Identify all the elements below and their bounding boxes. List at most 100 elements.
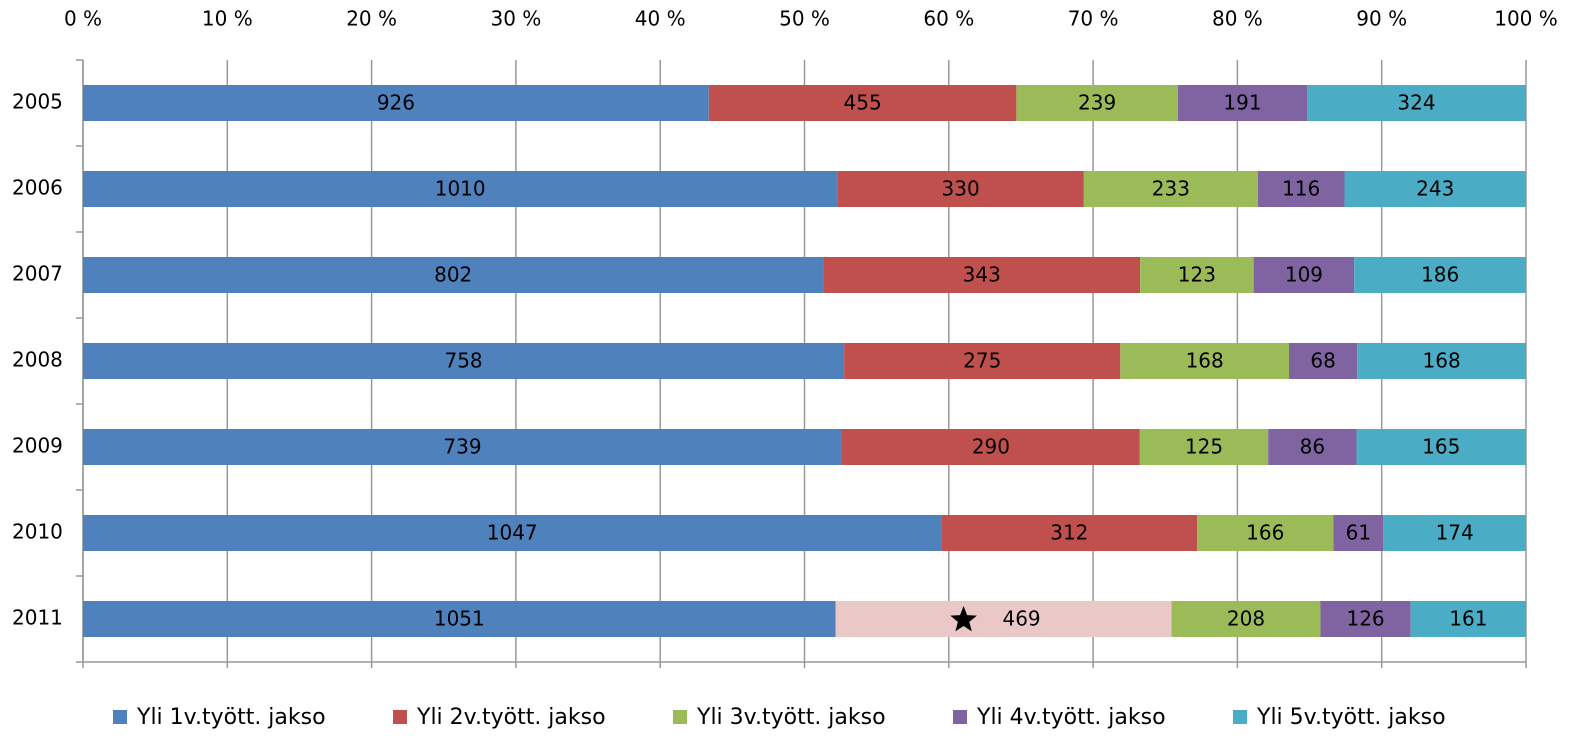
data-label: 86 [1300,435,1325,459]
bar-segment [83,343,845,379]
data-label: 312 [1050,521,1088,545]
bar-segment [1383,515,1526,551]
data-label: 191 [1223,91,1261,115]
x-tick-label: 0 % [64,7,102,31]
bar-segment [1357,343,1526,379]
x-tick-label: 100 % [1494,7,1558,31]
bar-segment [1140,257,1254,293]
bar-segment [1083,171,1258,207]
data-label: 165 [1422,435,1460,459]
bar-segment [1268,429,1357,465]
data-label: 174 [1436,521,1474,545]
bar-segment [83,257,824,293]
data-label: 290 [972,435,1010,459]
y-tick-label: 2011 [12,606,63,630]
bar-segment [1177,85,1308,121]
data-label: 469 [1002,607,1040,631]
data-label: 61 [1346,521,1371,545]
bar-segment [83,429,842,465]
y-tick-label: 2006 [12,176,63,200]
x-tick-label: 80 % [1212,7,1263,31]
bar-segment [1410,601,1526,637]
legend-label: Yli 4v.tyött. jakso [976,705,1166,730]
legend-label: Yli 5v.tyött. jakso [1256,705,1446,730]
data-label: 1010 [435,177,486,201]
bar-segment [1320,601,1411,637]
bar-segment [941,515,1198,551]
data-label: 343 [963,263,1001,287]
data-label: 109 [1285,263,1323,287]
x-tick-label: 10 % [202,7,253,31]
data-label: 125 [1185,435,1223,459]
data-label: 208 [1227,607,1265,631]
y-tick-label: 2009 [12,434,63,458]
data-label: 126 [1346,607,1384,631]
legend-swatch [113,710,127,724]
x-tick-label: 40 % [635,7,686,31]
bar-segment [841,429,1140,465]
x-tick-label: 30 % [490,7,541,31]
x-tick-label: 50 % [779,7,830,31]
y-tick-label: 2005 [12,90,63,114]
bar-segment [1171,601,1321,637]
x-tick-label: 60 % [923,7,974,31]
data-label: 243 [1416,177,1454,201]
data-label: 1047 [487,521,538,545]
data-label: 161 [1449,607,1487,631]
data-label: 926 [377,91,415,115]
data-label: 275 [963,349,1001,373]
bar-segment [1344,171,1526,207]
legend-swatch [393,710,407,724]
bar-segment [1354,257,1526,293]
legend-swatch [953,710,967,724]
data-label: 166 [1246,521,1284,545]
data-label: 455 [844,91,882,115]
y-tick-label: 2010 [12,520,63,544]
bar-segment [1257,171,1345,207]
bar-segment [1289,343,1358,379]
x-tick-label: 90 % [1356,7,1407,31]
bar-segment [1253,257,1355,293]
bar-segment [1356,429,1526,465]
y-tick-label: 2008 [12,348,63,372]
data-label: 123 [1178,263,1216,287]
data-label: 802 [434,263,472,287]
legend-swatch [673,710,687,724]
data-label: 1051 [434,607,485,631]
legend-swatch [1233,710,1247,724]
bar-segment [1307,85,1526,121]
data-label: 233 [1152,177,1190,201]
x-tick-label: 20 % [346,7,397,31]
legend-label: Yli 3v.tyött. jakso [696,705,886,730]
data-label: 186 [1421,263,1459,287]
data-label: 324 [1397,91,1435,115]
data-label: 330 [942,177,980,201]
bar-segment [1333,515,1384,551]
bar-segment [823,257,1141,293]
data-label: 239 [1078,91,1116,115]
bar-segment [844,343,1121,379]
x-tick-label: 70 % [1068,7,1119,31]
bar-segment [1197,515,1334,551]
bar-segment [1139,429,1269,465]
bar-segment [83,515,942,551]
star-icon [950,606,977,632]
legend-label: Yli 2v.tyött. jakso [416,705,606,730]
legend-label: Yli 1v.tyött. jakso [136,705,326,730]
bar-segment [837,171,1084,207]
data-label: 116 [1282,177,1320,201]
data-label: 758 [444,349,482,373]
bar-segment [83,171,838,207]
bar-segment [83,85,709,121]
data-label: 168 [1186,349,1224,373]
y-tick-label: 2007 [12,262,63,286]
data-label: 168 [1423,349,1461,373]
bar-segment [83,601,836,637]
bar-segment [708,85,1017,121]
bar-segment [835,601,1172,637]
bar-segment [1016,85,1178,121]
data-label: 739 [443,435,481,459]
bar-segment [1120,343,1290,379]
data-label: 68 [1310,349,1335,373]
